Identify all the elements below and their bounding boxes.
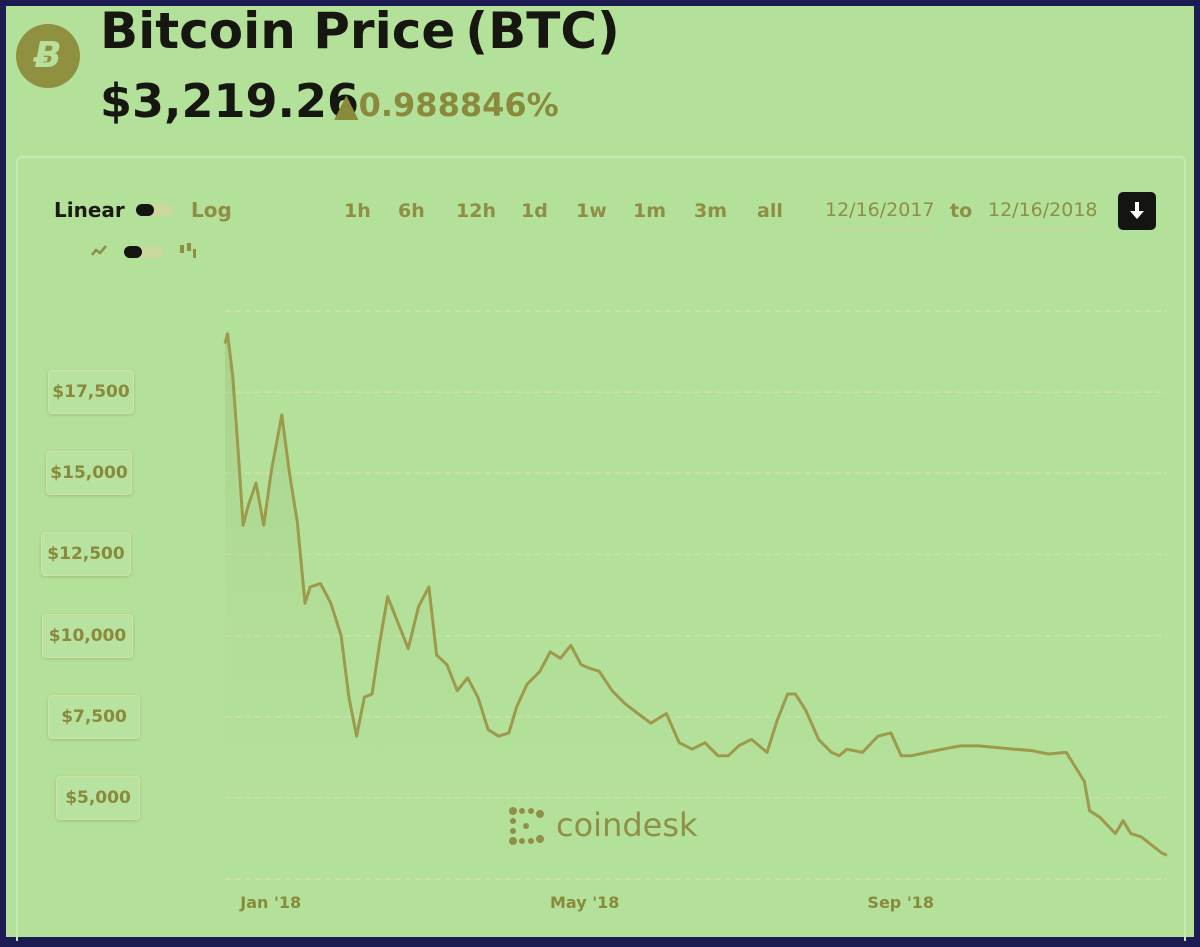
scale-toggle[interactable]: [136, 204, 174, 216]
price-change-percent: ▲0.988846%: [334, 86, 559, 124]
download-icon: [1130, 202, 1144, 219]
x-tick-label: May '18: [549, 893, 620, 912]
range-1m[interactable]: 1m: [633, 200, 667, 222]
range-12h[interactable]: 12h: [456, 200, 496, 222]
current-price: $3,219.26: [100, 74, 359, 128]
coindesk-watermark: coindesk: [556, 806, 698, 844]
range-1w[interactable]: 1w: [576, 200, 607, 222]
range-1h[interactable]: 1h: [344, 200, 371, 222]
date-range-to-label: to: [950, 200, 973, 222]
y-tick-label: $17,500: [48, 370, 134, 415]
range-3m[interactable]: 3m: [694, 200, 728, 222]
range-6h[interactable]: 6h: [398, 200, 425, 222]
download-button[interactable]: [1118, 192, 1156, 230]
toggle-knob: [124, 246, 142, 258]
candlestick-icon[interactable]: [178, 242, 198, 262]
y-tick-label: $15,000: [46, 451, 132, 496]
y-tick-label: $7,500: [48, 694, 140, 739]
date-from-input[interactable]: [825, 196, 936, 230]
x-tick-label: Sep '18: [867, 893, 934, 912]
scale-linear-label[interactable]: Linear: [54, 198, 125, 222]
range-1d[interactable]: 1d: [521, 200, 548, 222]
line-chart-icon[interactable]: [90, 240, 110, 260]
page-title: Bitcoin Price (BTC): [100, 2, 620, 60]
range-all[interactable]: all: [757, 200, 783, 222]
x-tick-label: Jan '18: [240, 893, 302, 912]
toggle-knob: [136, 204, 154, 216]
y-tick-label: $10,000: [42, 613, 133, 658]
bitcoin-logo-icon: Ƀ: [16, 24, 80, 88]
coindesk-logo-icon: [509, 807, 544, 845]
y-tick-label: $5,000: [56, 775, 140, 820]
date-to-input[interactable]: [988, 196, 1099, 230]
chart-panel: [16, 156, 1186, 941]
chart-type-toggle[interactable]: [124, 246, 163, 258]
y-tick-label: $12,500: [41, 532, 131, 577]
price-area: [225, 333, 1167, 879]
price-line: [223, 332, 1168, 857]
scale-log-label[interactable]: Log: [191, 198, 232, 222]
